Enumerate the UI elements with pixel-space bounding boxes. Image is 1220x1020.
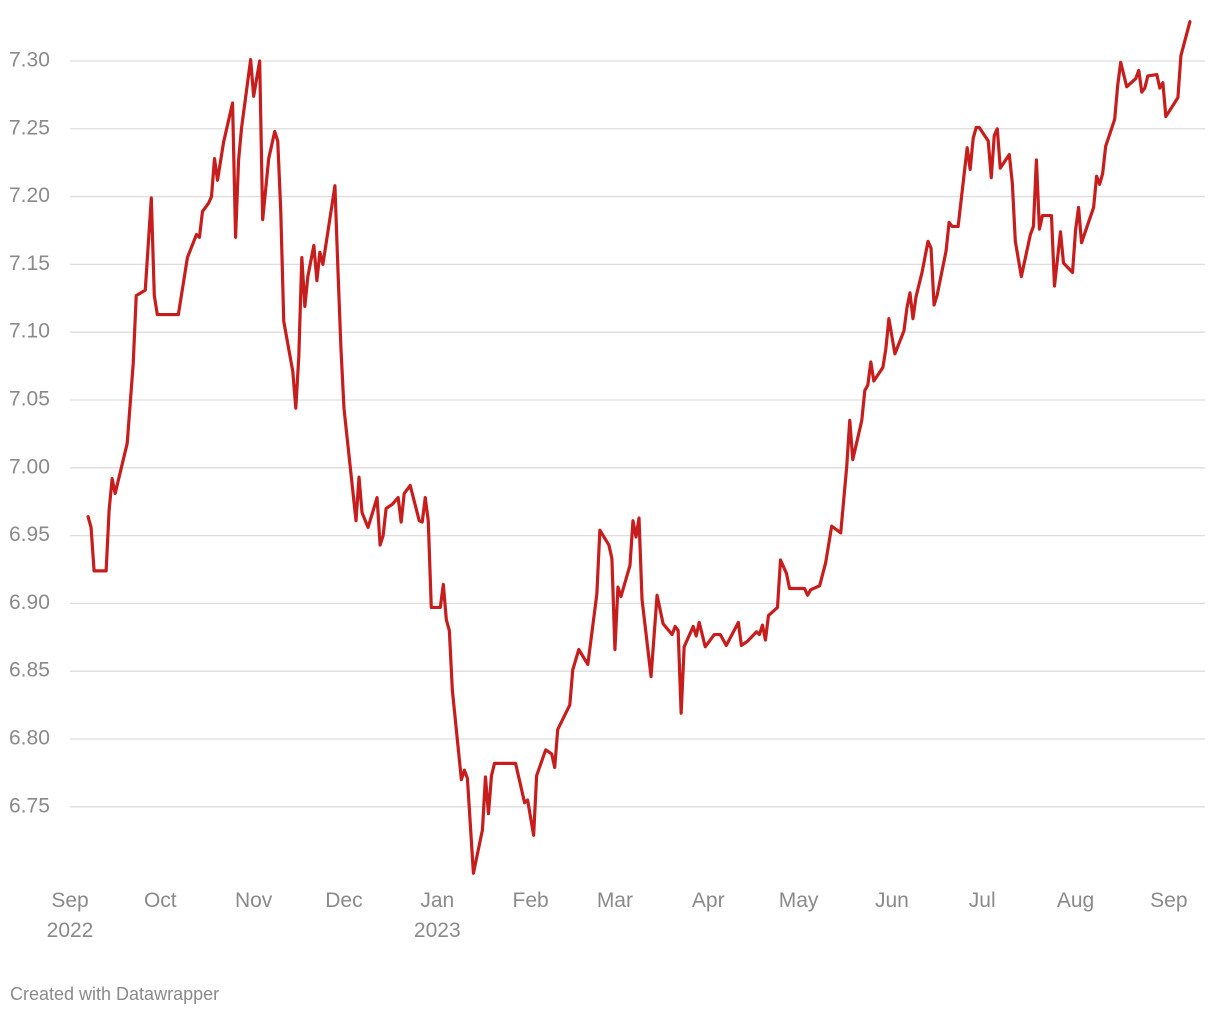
x-tick-label: Nov	[234, 889, 273, 912]
x-tick-label: Mar	[596, 889, 633, 912]
y-tick-label: 7.15	[9, 252, 50, 275]
y-tick-label: 6.90	[9, 591, 50, 614]
x-tick-label: May	[778, 889, 819, 912]
x-tick-label: Oct	[143, 889, 177, 912]
x-tick-label: Dec	[325, 889, 363, 912]
y-tick-label: 6.75	[9, 794, 50, 817]
y-tick-label: 6.80	[9, 727, 50, 750]
x-tick-label: Apr	[691, 889, 725, 912]
x-tick-label: Jul	[968, 889, 996, 912]
y-tick-label: 6.85	[9, 659, 50, 682]
y-tick-label: 7.20	[9, 184, 50, 207]
y-tick-label: 6.95	[9, 523, 50, 546]
y-tick-label: 7.30	[9, 49, 50, 72]
y-tick-label: 7.10	[9, 320, 50, 343]
y-tick-label: 7.05	[9, 388, 50, 411]
price-line	[86, 20, 1192, 875]
y-tick-label: 7.25	[9, 116, 50, 139]
x-tick-label: Jun	[874, 889, 909, 912]
x-tick-label: Jan 2023	[413, 889, 461, 942]
x-tick-label: Aug	[1056, 889, 1095, 912]
credit: Created with Datawrapper	[10, 984, 220, 1004]
y-tick-label: 7.00	[9, 455, 50, 478]
x-tick-label: Sep 2022	[46, 889, 94, 942]
x-tick-label: Sep	[1150, 889, 1188, 912]
x-tick-label: Feb	[512, 889, 549, 912]
